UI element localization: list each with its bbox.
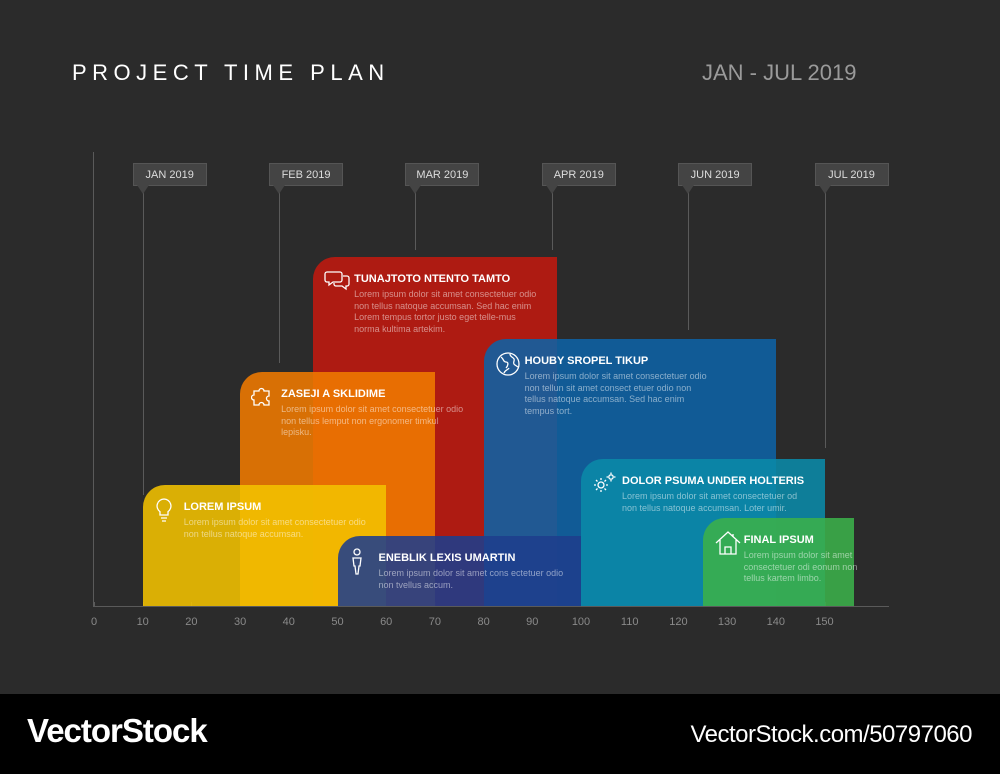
globe-icon <box>495 351 521 382</box>
milestone-line <box>824 186 826 448</box>
task-description: Lorem ipsum dolor sit amet consectetuer … <box>622 491 798 513</box>
x-axis-tick-label: 70 <box>428 616 442 628</box>
task-title: HOUBY SROPEL TIKUP <box>524 355 649 367</box>
watermark-brand: VectorStock <box>27 712 208 749</box>
puzzle-icon <box>250 384 275 413</box>
x-axis-tick-label: 100 <box>571 616 591 628</box>
task-description: Lorem ipsum dolor sit amet consectetuer … <box>281 404 464 437</box>
task-title: ZASEJI A SKLIDIME <box>281 388 386 400</box>
task-title: FINAL IPSUM <box>743 534 814 546</box>
x-axis-tick-label: 0 <box>90 616 98 628</box>
x-axis-tick-label: 50 <box>331 616 344 628</box>
x-axis-tick-label: 40 <box>282 616 295 628</box>
watermark-id: VectorStock.com/50797060 <box>690 721 972 748</box>
milestone-line <box>279 186 281 363</box>
y-axis-line <box>93 152 94 607</box>
milestone-flag: JUL 2019 <box>814 163 889 194</box>
x-axis-line <box>93 606 889 607</box>
x-axis-tick-label: 140 <box>766 616 785 628</box>
x-axis-tick-label: 20 <box>185 616 198 628</box>
task-description: Lorem ipsum dolor sit amet consectetuer … <box>743 550 858 583</box>
milestone-flag: MAR 2019 <box>405 163 480 194</box>
timeline-canvas: PROJECT TIME PLAN JAN - JUL 2019 0 10 20 30… <box>72 60 889 628</box>
task-description: Lorem ipsum dolor sit amet cons ectetuer… <box>378 568 564 590</box>
milestone-flag: JUN 2019 <box>678 163 753 194</box>
x-axis-tick-label: 90 <box>526 616 539 628</box>
task-description: Lorem ipsum dolor sit amet consectetuer … <box>183 517 366 539</box>
task-description: Lorem ipsum dolor sit amet consectetuer … <box>354 289 537 334</box>
date-range: JAN - JUL 2019 <box>702 60 857 85</box>
x-axis-tick-label: 80 <box>477 616 490 628</box>
x-axis-tick-label: 150 <box>815 616 834 628</box>
milestone-line <box>415 186 417 250</box>
x-axis-tick <box>94 602 95 607</box>
gears-icon <box>592 471 618 500</box>
milestone-flag: JAN 2019 <box>132 163 207 194</box>
task-title: ENEBLIK LEXIS UMARTIN <box>378 552 516 564</box>
house-icon <box>714 530 742 561</box>
task-title: DOLOR PSUMA UNDER HOLTERIS <box>622 475 805 487</box>
person-icon <box>349 548 365 581</box>
chat-bubbles-icon <box>324 269 350 296</box>
milestone-line <box>688 186 690 330</box>
milestone-flag: APR 2019 <box>541 163 616 194</box>
x-axis-tick-label: 130 <box>717 616 737 628</box>
x-axis-tick-label: 10 <box>136 616 149 628</box>
milestone-line <box>142 186 144 495</box>
x-axis-tick-label: 120 <box>669 616 688 628</box>
task-title: LOREM IPSUM <box>183 501 262 513</box>
x-axis-tick-label: 60 <box>380 616 393 628</box>
task-title: TUNAJTOTO NTENTO TAMTO <box>354 273 511 285</box>
task-description: Lorem ipsum dolor sit amet consectetuer … <box>524 371 707 416</box>
page-title: PROJECT TIME PLAN <box>72 60 390 85</box>
milestone-line <box>551 186 553 250</box>
lightbulb-icon <box>154 497 174 528</box>
task-bar <box>337 536 581 606</box>
x-axis-tick-label: 30 <box>233 616 247 628</box>
x-axis-tick-label: 110 <box>620 616 639 628</box>
watermark-footer <box>0 694 1000 774</box>
milestone-flag: FEB 2019 <box>269 163 344 194</box>
